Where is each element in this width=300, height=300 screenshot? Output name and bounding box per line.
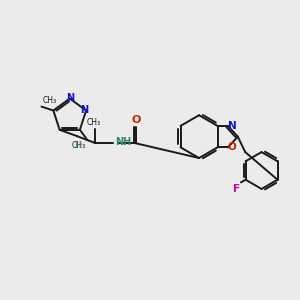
Text: CH₃: CH₃ xyxy=(72,141,86,150)
Text: CH₃: CH₃ xyxy=(43,96,57,105)
Text: O: O xyxy=(131,115,141,125)
Text: N: N xyxy=(228,121,236,131)
Text: CH₃: CH₃ xyxy=(87,118,101,127)
Text: O: O xyxy=(228,142,236,152)
Text: N: N xyxy=(66,93,74,103)
Text: N: N xyxy=(81,106,89,116)
Text: H: H xyxy=(74,141,81,150)
Text: F: F xyxy=(233,184,240,194)
Text: NH: NH xyxy=(115,137,131,147)
